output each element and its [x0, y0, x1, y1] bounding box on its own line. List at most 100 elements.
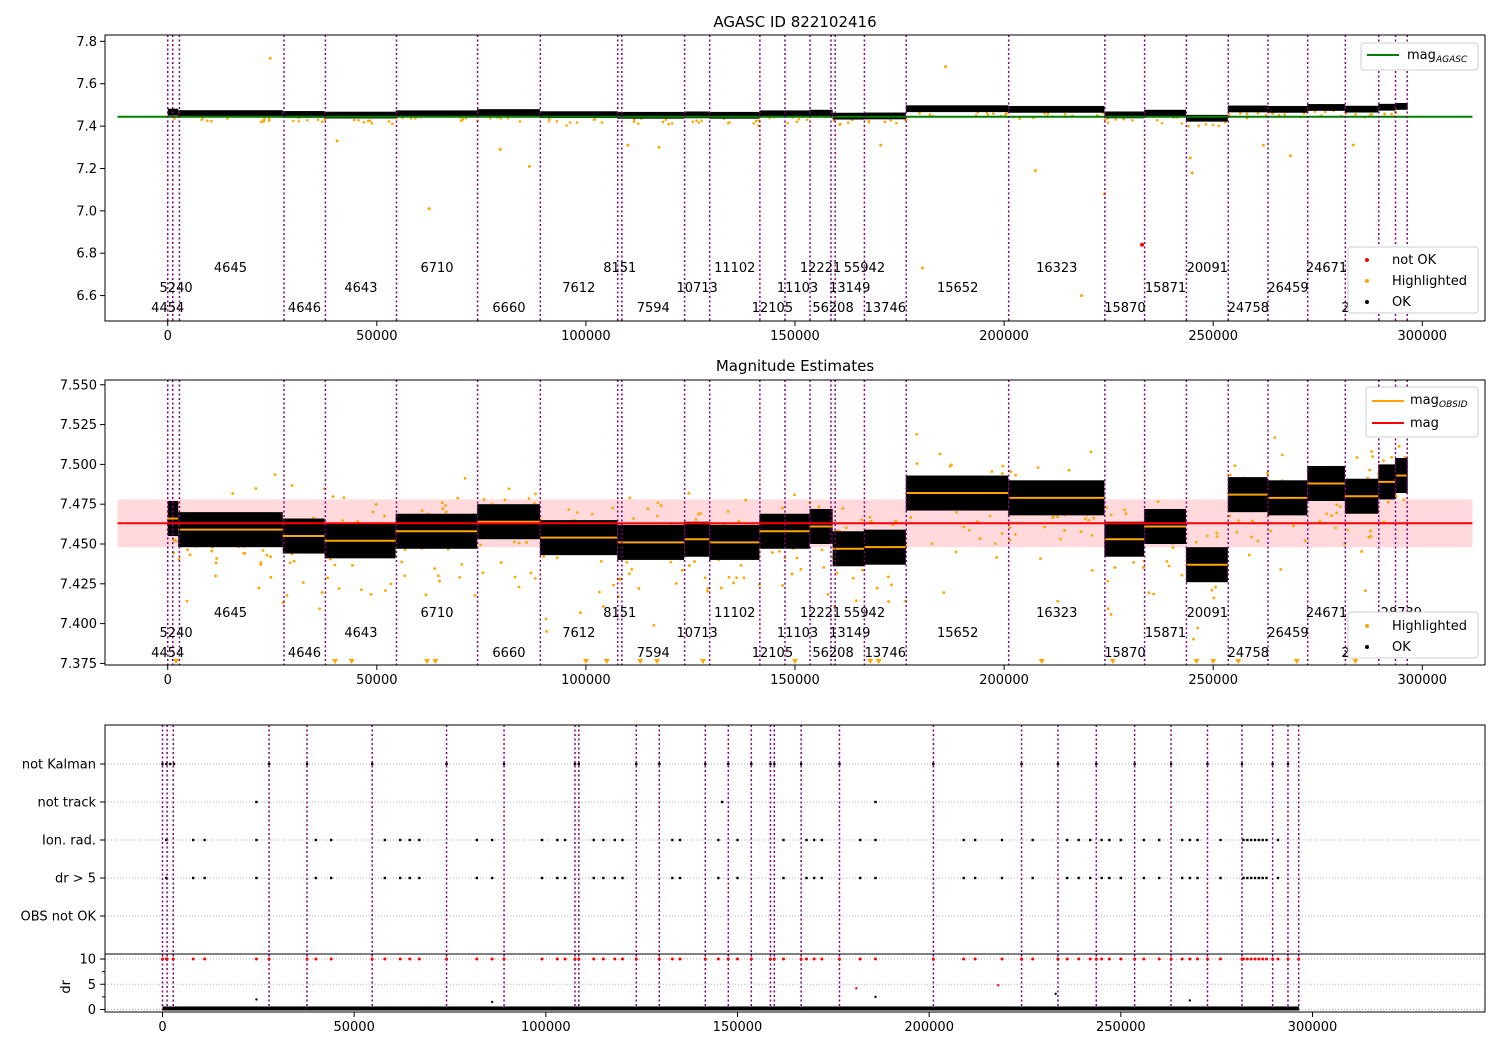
highlighted-outlier	[545, 629, 549, 633]
flag-point	[1119, 876, 1123, 880]
highlighted-point	[291, 119, 295, 123]
p1-obsid-label: 15870	[1104, 301, 1145, 316]
highlighted-outlier	[1152, 592, 1156, 596]
highlighted-outlier	[1402, 498, 1406, 502]
highlighted-point	[329, 557, 332, 561]
flag-point	[1242, 876, 1245, 880]
flag-point	[314, 838, 318, 842]
flag-point	[1276, 876, 1280, 880]
p1-obsid-label: 5240	[160, 281, 193, 296]
legend-not-ok-label: not OK	[1392, 253, 1437, 268]
flag-point	[602, 876, 605, 880]
flag-point	[1188, 838, 1192, 842]
highlighted-point	[1008, 525, 1012, 529]
highlighted-outlier	[529, 571, 533, 575]
dr-ok-points	[172, 1006, 268, 1011]
highlighted-point	[593, 118, 597, 121]
p1-obsid-label: 8151	[603, 261, 636, 276]
p2-x-tick-label: 50000	[356, 673, 397, 688]
dr-clipped-point	[329, 957, 333, 961]
highlighted-point	[1001, 464, 1005, 468]
dr-ok-points	[1170, 1006, 1208, 1011]
dr-ok-points	[1241, 1006, 1273, 1011]
highlighted-point	[1330, 514, 1334, 517]
dr-ok-points	[839, 1006, 933, 1011]
highlighted-point	[290, 484, 294, 487]
highlighted-point	[1370, 112, 1373, 116]
highlighted-point	[1382, 459, 1385, 463]
highlighted-point	[273, 473, 277, 477]
flag-point	[658, 762, 661, 766]
flag-point	[1249, 838, 1253, 842]
highlighted-point	[444, 504, 447, 508]
p2-y-tick-label: 7.525	[60, 418, 97, 433]
p2-y-tick-label: 7.450	[60, 537, 97, 552]
highlighted-point	[1251, 519, 1254, 523]
highlighted-point	[259, 120, 263, 124]
highlighted-point	[737, 519, 741, 523]
p3-x-tick-label: 250000	[1096, 1020, 1146, 1035]
dr-ok-points	[162, 1006, 173, 1011]
highlighted-point	[444, 510, 448, 514]
dr-clipped-point	[962, 957, 966, 961]
flag-point	[736, 838, 739, 842]
p1-obsid-label: 12221	[800, 261, 841, 276]
highlighted-point	[1043, 112, 1047, 115]
flag-point	[769, 762, 772, 766]
panel3-axes-frame	[104, 724, 1486, 1013]
highlighted-point	[1338, 505, 1342, 508]
dr-clipped-point	[1196, 957, 1199, 961]
highlighted-point	[744, 498, 748, 502]
clipped-low-marker	[348, 659, 355, 664]
dr-clipped-point	[490, 957, 494, 961]
flag-point	[172, 762, 176, 766]
highlighted-point	[1122, 118, 1125, 121]
p1-obsid-label: 20091	[1187, 261, 1228, 276]
p2-obsid-label: 13149	[829, 626, 870, 641]
highlighted-outlier	[269, 575, 273, 579]
p2-obsid-label: 56208	[812, 646, 853, 661]
flag-point	[165, 876, 168, 880]
highlighted-outlier	[1360, 550, 1363, 553]
highlighted-point	[261, 548, 265, 552]
highlighted-point	[948, 464, 952, 468]
dr-tick-label: 10	[79, 953, 96, 968]
flag-point	[267, 762, 271, 766]
highlighted-point	[661, 120, 665, 124]
highlighted-outlier	[369, 592, 373, 596]
p2-obsid-label: 16323	[1036, 606, 1077, 621]
highlighted-point	[889, 119, 893, 122]
highlighted-point	[316, 118, 320, 121]
highlighted-point	[1197, 124, 1200, 128]
p1-obsid-label: 16323	[1036, 261, 1077, 276]
p2-obsid-label: 4645	[214, 606, 247, 621]
p1-y-tick-label: 7.0	[76, 204, 97, 219]
highlighted-point	[938, 452, 942, 456]
p2-obsid-label: 7594	[637, 646, 670, 661]
p2-obsid-label: 7612	[562, 626, 595, 641]
highlighted-outlier	[1334, 526, 1338, 530]
highlighted-outlier	[921, 266, 925, 270]
highlighted-point	[306, 118, 309, 122]
p1-x-tick-label: 200000	[979, 329, 1029, 344]
highlighted-point	[883, 120, 887, 124]
highlighted-point	[646, 507, 650, 511]
highlighted-point	[674, 581, 678, 585]
highlighted-point	[1167, 564, 1171, 568]
highlighted-point	[752, 122, 756, 125]
flag-point	[1249, 876, 1253, 880]
highlighted-point	[1046, 112, 1050, 115]
highlighted-outlier	[781, 583, 784, 587]
p2-obsid-label: 24671	[1306, 606, 1347, 621]
flag-point	[161, 762, 164, 766]
flag-point	[398, 838, 402, 842]
highlighted-outlier	[1106, 579, 1110, 583]
highlighted-point	[1366, 476, 1370, 480]
highlighted-point	[1390, 455, 1394, 459]
legend-mag-obsid-subscript: OBSID	[1439, 400, 1468, 410]
flag-point	[805, 838, 808, 842]
highlighted-point	[691, 120, 695, 124]
highlighted-point	[1113, 566, 1117, 569]
not-ok-point	[1140, 242, 1145, 247]
p1-obsid-label: 6710	[420, 261, 453, 276]
